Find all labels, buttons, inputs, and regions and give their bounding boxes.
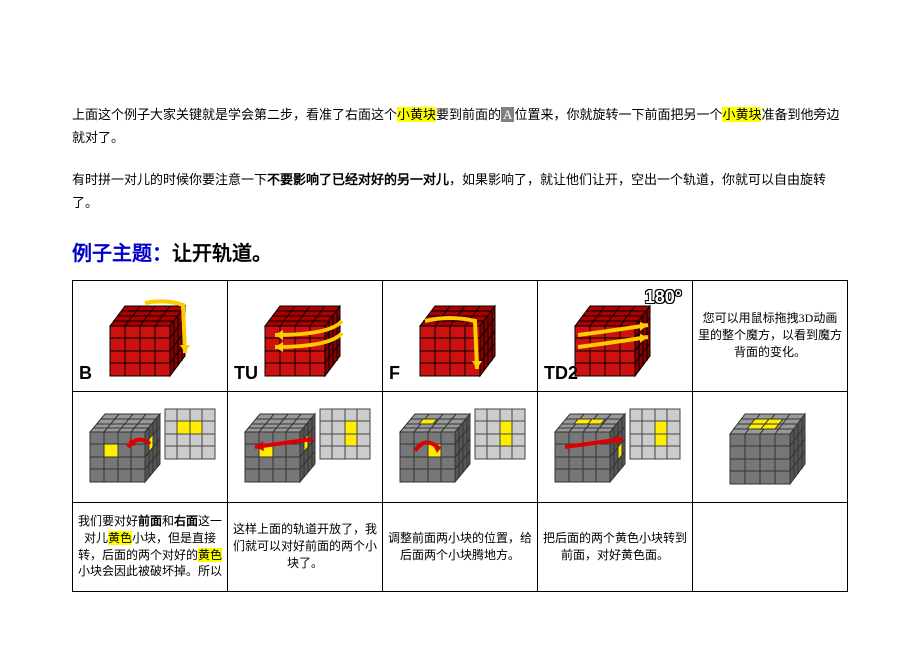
red-cube-TU-icon [250,291,360,381]
r3c1-t5: 小块会因此被破坏掉。所以 [78,564,222,578]
cell-r1c5: 您可以用鼠标拖拽3D动画里的整个魔方，以看到魔方背面的变化。 [693,280,848,391]
gray-cube-3-icon [390,399,530,494]
cell-r3c1: 我们要对好前面和右面这一对儿黄色小块，但是直接转，后面的两个对好的黄色小块会因此… [73,502,228,591]
table-row-3: 我们要对好前面和右面这一对儿黄色小块，但是直接转，后面的两个对好的黄色小块会因此… [73,502,848,591]
section-title-black: 让开轨道。 [172,243,272,265]
r3c4-text: 把后面的两个黄色小块转到前面，对好黄色面。 [543,531,687,562]
cell-r1c3: F [383,280,538,391]
cell-r2c4 [538,391,693,502]
cell-r3c2: 这样上面的轨道开放了，我们就可以对好前面的两个小块了。 [228,502,383,591]
cell-r2c5 [693,391,848,502]
p2-b1: 不要影响了已经对好的另一对儿 [267,172,449,187]
gray-cube-5-icon [715,399,825,494]
table-row-1: B [73,280,848,391]
label-TU: TU [234,361,258,386]
red-cube-B-icon [95,291,205,381]
gray-cube-4-icon [545,399,685,494]
label-180: 180° [645,285,682,310]
p1-hl1: 小黄块 [397,107,436,122]
label-B: B [79,361,92,386]
example-table: B [72,280,848,592]
r3c3-text: 调整前面两小块的位置，给后面两个小块腾地方。 [388,531,532,562]
table-row-2 [73,391,848,502]
label-TD2: TD2 [544,361,578,386]
p1-hlA: A [501,107,514,122]
cell-r1c2: TU [228,280,383,391]
cell-r1c4: 180° [538,280,693,391]
r3c2-text: 这样上面的轨道开放了，我们就可以对好前面的两个小块了。 [233,522,377,570]
paragraph-1: 上面这个例子大家关键就是学会第二步，看准了右面这个小黄块要到前面的A位置来，你就… [72,103,848,150]
cell-r1c1: B [73,280,228,391]
paragraph-2: 有时拼一对儿的时候你要注意一下不要影响了已经对好的另一对儿，如果影响了，就让他们… [72,168,848,215]
r3c1-hl2: 黄色 [198,548,222,562]
section-title: 例子主题：让开轨道。 [72,237,848,266]
p2-t1: 有时拼一对儿的时候你要注意一下 [72,172,267,187]
info-text: 您可以用鼠标拖拽3D动画里的整个魔方，以看到魔方背面的变化。 [698,311,842,359]
label-F: F [389,361,400,386]
r3c1-b2: 右面 [174,514,198,528]
p1-t1: 上面这个例子大家关键就是学会第二步，看准了右面这个 [72,107,397,122]
cell-r2c2 [228,391,383,502]
p1-t2: 要到前面的 [436,107,501,122]
gray-cube-1-icon [80,399,220,494]
r3c1-b1: 前面 [138,514,162,528]
gray-cube-2-icon [235,399,375,494]
r3c1-t1: 我们要对好 [78,514,138,528]
p1-hl2: 小黄块 [722,107,761,122]
cell-r3c5 [693,502,848,591]
cell-r3c4: 把后面的两个黄色小块转到前面，对好黄色面。 [538,502,693,591]
r3c1-hl1: 黄色 [108,531,132,545]
red-cube-F-icon [405,291,515,381]
p1-t3: 位置来，你就旋转一下前面把另一个 [514,107,722,122]
document-page: 上面这个例子大家关键就是学会第二步，看准了右面这个小黄块要到前面的A位置来，你就… [0,0,920,651]
r3c1-t2: 和 [162,514,174,528]
cell-r3c3: 调整前面两小块的位置，给后面两个小块腾地方。 [383,502,538,591]
cell-r2c3 [383,391,538,502]
cell-r2c1 [73,391,228,502]
section-title-blue: 例子主题： [72,243,172,265]
